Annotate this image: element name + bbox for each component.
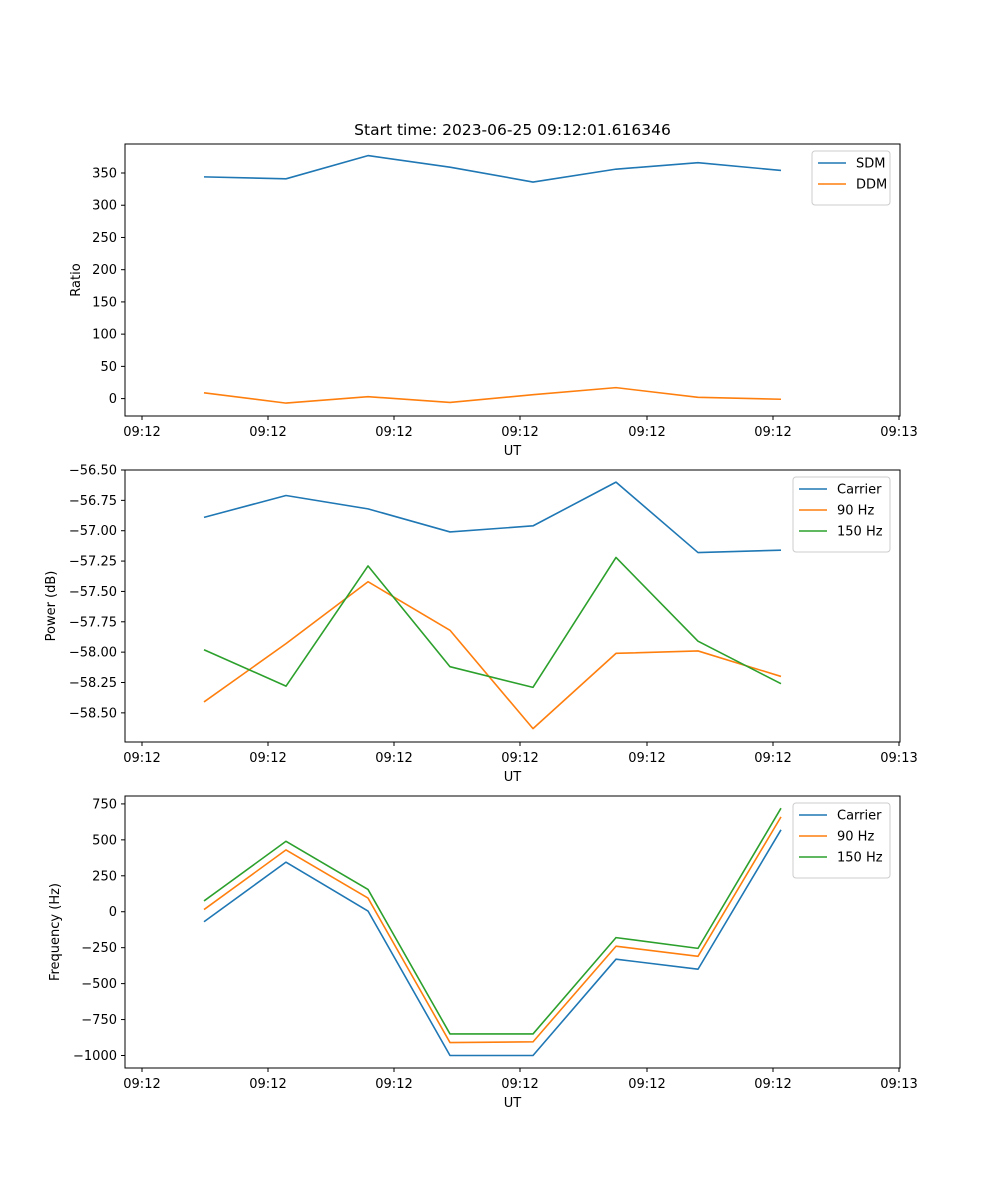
legend-box [811, 150, 891, 206]
x-tick-label: 09:12 [754, 425, 791, 440]
x-tick-label: 09:12 [249, 425, 286, 440]
x-tick-label: 09:12 [501, 1077, 538, 1092]
legend-label: DDM [856, 178, 887, 193]
y-tick-label: −57.75 [69, 615, 117, 630]
legend: Carrier 90 Hz 150 Hz [792, 802, 891, 879]
y-tick-label: 300 [92, 199, 117, 214]
legend-box [792, 476, 891, 553]
y-tick-label: 350 [92, 167, 117, 182]
series-line-90-hz [203, 580, 782, 730]
x-tick-label: 09:12 [628, 425, 665, 440]
legend-box [792, 802, 891, 879]
y-tick-label: −500 [81, 977, 117, 992]
y-tick-label: 200 [92, 263, 117, 278]
chart-panel-3: 09:12 09:12 09:12 09:12 09:12 09:12 09:13 −1000… [48, 795, 918, 1111]
y-axis-label: Ratio [69, 263, 84, 296]
y-axis-label: Power (dB) [44, 571, 59, 642]
chart-panel-1: Start time: 2023-06-25 09:12:01.616346 09… [69, 121, 918, 459]
legend-label: 90 Hz [837, 830, 874, 845]
y-tick-label: −1000 [73, 1049, 117, 1064]
x-tick-label: 09:12 [501, 425, 538, 440]
x-tick-label: 09:12 [375, 425, 412, 440]
x-tick-label: 09:12 [754, 1077, 791, 1092]
series-line-sdm [203, 154, 782, 183]
series-line-carrier [203, 481, 782, 554]
y-tick-label: 150 [92, 295, 117, 310]
x-tick-label: 09:12 [123, 751, 160, 766]
series-line-150-hz [203, 807, 782, 1035]
y-tick-label: −57.25 [69, 555, 117, 570]
y-tick-label: −57.00 [69, 524, 117, 539]
series-line-carrier [203, 829, 782, 1057]
series-line-150-hz [203, 556, 782, 689]
legend-label: 150 Hz [837, 851, 883, 866]
y-tick-label: 250 [92, 231, 117, 246]
y-tick-label: −56.50 [69, 464, 117, 479]
y-tick-label: −57.50 [69, 585, 117, 600]
y-tick-label: 50 [100, 360, 117, 375]
x-tick-label: 09:13 [880, 1077, 917, 1092]
chart-title: Start time: 2023-06-25 09:12:01.616346 [354, 121, 671, 139]
legend-label: Carrier [837, 809, 882, 824]
x-tick-label: 09:13 [880, 751, 917, 766]
plot-frame [124, 469, 901, 743]
x-tick-label: 09:13 [880, 425, 917, 440]
y-tick-label: 500 [92, 833, 117, 848]
y-tick-label: 0 [109, 392, 117, 407]
y-tick-label: −58.50 [69, 706, 117, 721]
plot-frame [124, 143, 901, 417]
x-tick-label: 09:12 [123, 425, 160, 440]
y-tick-label: 100 [92, 328, 117, 343]
x-axis-label: UT [504, 770, 522, 785]
y-tick-label: 750 [92, 797, 117, 812]
x-tick-label: 09:12 [375, 1077, 412, 1092]
y-tick-label: −250 [81, 941, 117, 956]
legend-label: SDM [856, 157, 885, 172]
legend-label: 150 Hz [837, 525, 883, 540]
y-tick-label: −56.75 [69, 494, 117, 509]
chart-panel-2: 09:12 09:12 09:12 09:12 09:12 09:12 09:13 −58.5… [44, 464, 918, 786]
legend: SDM DDM [811, 150, 891, 206]
x-axis-label: UT [504, 444, 522, 459]
x-tick-label: 09:12 [123, 1077, 160, 1092]
series-line-ddm [203, 386, 782, 404]
x-tick-label: 09:12 [249, 1077, 286, 1092]
legend: Carrier 90 Hz 150 Hz [792, 476, 891, 553]
x-tick-label: 09:12 [754, 751, 791, 766]
y-tick-label: 0 [109, 905, 117, 920]
y-tick-label: −750 [81, 1013, 117, 1028]
legend-label: 90 Hz [837, 504, 874, 519]
y-tick-label: −58.25 [69, 676, 117, 691]
series-line-90-hz [203, 816, 782, 1044]
x-axis-label: UT [504, 1096, 522, 1111]
x-tick-label: 09:12 [501, 751, 538, 766]
legend-label: Carrier [837, 483, 882, 498]
y-axis-label: Frequency (Hz) [48, 883, 63, 981]
x-tick-label: 09:12 [249, 751, 286, 766]
y-tick-label: −58.00 [69, 646, 117, 661]
x-tick-label: 09:12 [628, 751, 665, 766]
plot-frame [124, 795, 901, 1069]
y-tick-label: 250 [92, 869, 117, 884]
x-tick-label: 09:12 [628, 1077, 665, 1092]
x-tick-label: 09:12 [375, 751, 412, 766]
